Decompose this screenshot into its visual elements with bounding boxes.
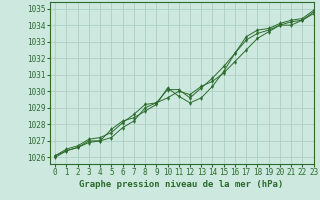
X-axis label: Graphe pression niveau de la mer (hPa): Graphe pression niveau de la mer (hPa) [79,180,284,189]
